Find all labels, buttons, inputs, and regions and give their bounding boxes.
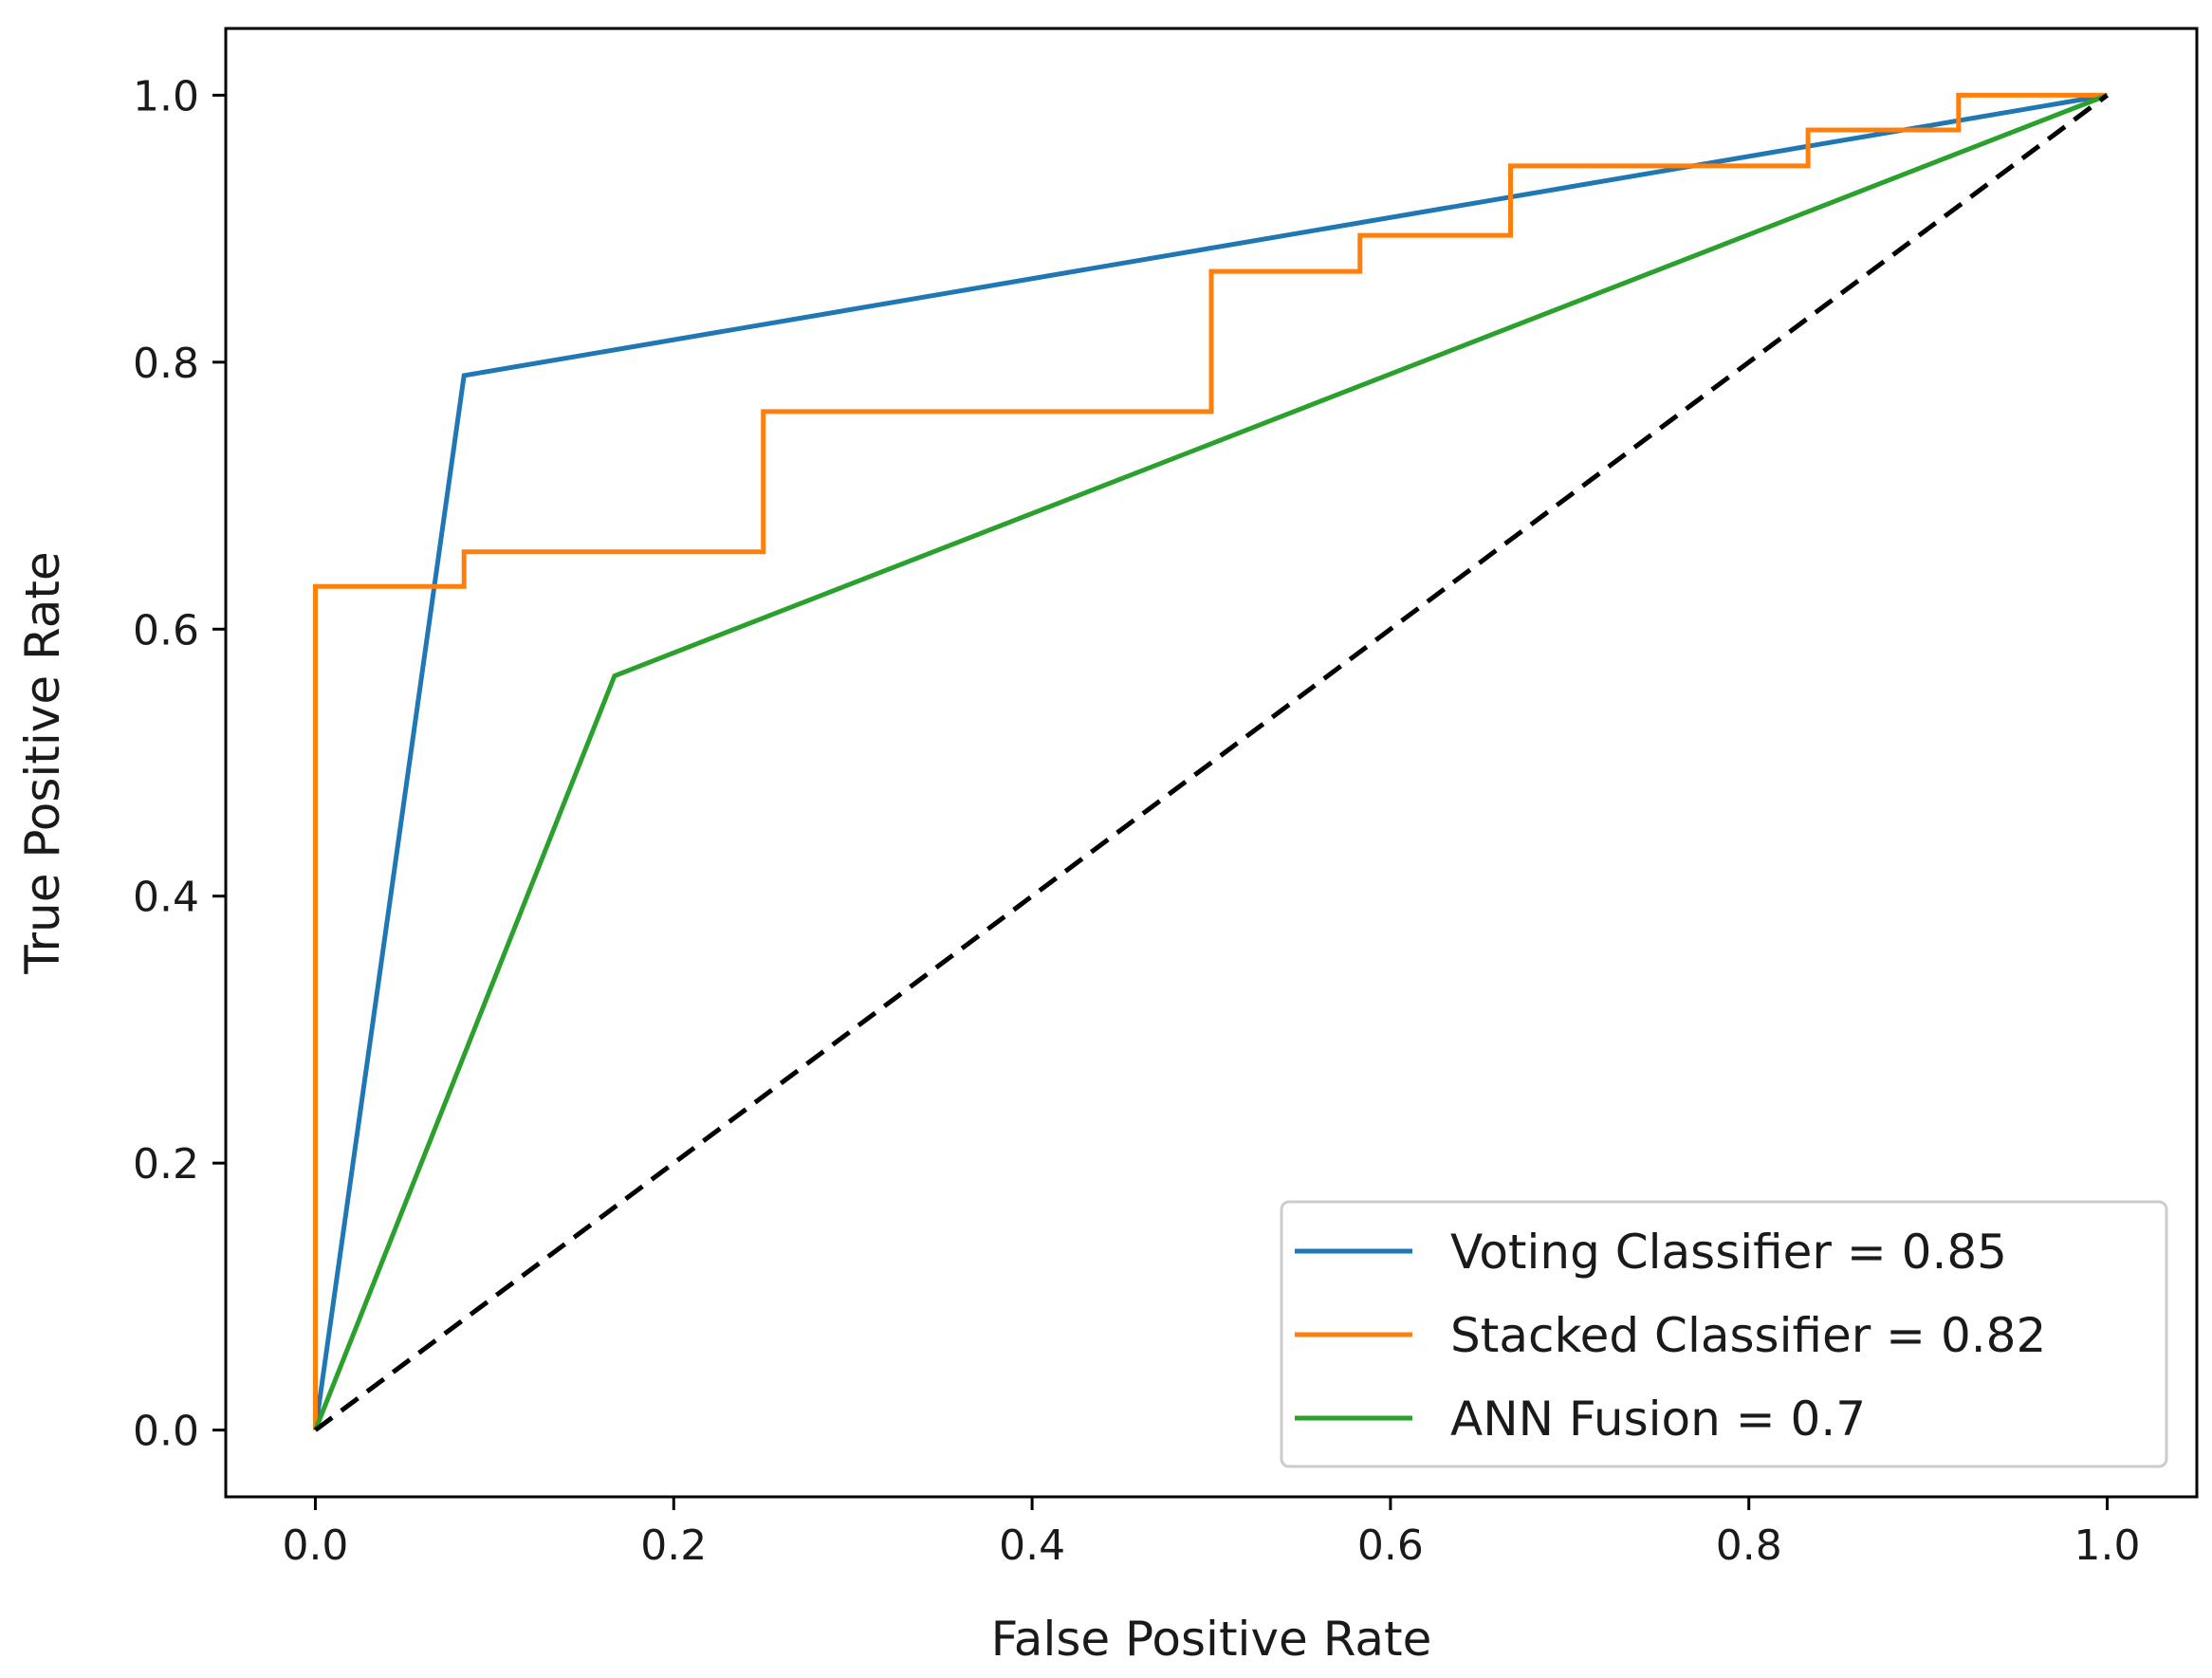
legend-label: Stacked Classifier = 0.82 [1450, 1308, 2046, 1363]
x-tick-label: 1.0 [2074, 1521, 2141, 1570]
y-tick-label: 0.8 [133, 340, 199, 388]
series-line-ann-fusion [313, 93, 2109, 1431]
x-axis-label: False Positive Rate [991, 1612, 1432, 1667]
legend-box [1280, 1200, 2168, 1468]
axes-frame [224, 27, 2199, 1499]
x-tick-label: 0.6 [1357, 1521, 1424, 1570]
legend-label: Voting Classifier = 0.85 [1450, 1225, 2007, 1280]
y-tick-label: 0.2 [133, 1140, 199, 1189]
series-layer [313, 92, 2109, 1432]
chance-diagonal-line [314, 93, 2109, 1432]
x-tick-label: 0.8 [1716, 1521, 1782, 1570]
y-tick-label: 0.6 [133, 606, 199, 655]
x-tick-label: 0.0 [282, 1521, 348, 1570]
ticks-layer: 0.0 0.2 0.4 0.6 0.8 1.0 0.0 0.2 0.4 0.6 0.8 1.0 [133, 72, 2141, 1570]
x-tick-label: 0.4 [999, 1521, 1065, 1570]
legend: Voting Classifier = 0.85 Stacked Classifi… [1280, 1200, 2168, 1468]
series-line-stacked-classifier [313, 92, 2108, 1430]
y-tick-label: 0.0 [133, 1408, 199, 1456]
series-line-voting-classifier [313, 92, 2108, 1430]
y-tick-label: 0.4 [133, 874, 199, 922]
y-axis-label: True Positive Rate [15, 551, 70, 974]
legend-label: ANN Fusion = 0.7 [1450, 1392, 1866, 1447]
x-tick-label: 0.2 [640, 1521, 707, 1570]
y-tick-label: 1.0 [133, 72, 199, 120]
